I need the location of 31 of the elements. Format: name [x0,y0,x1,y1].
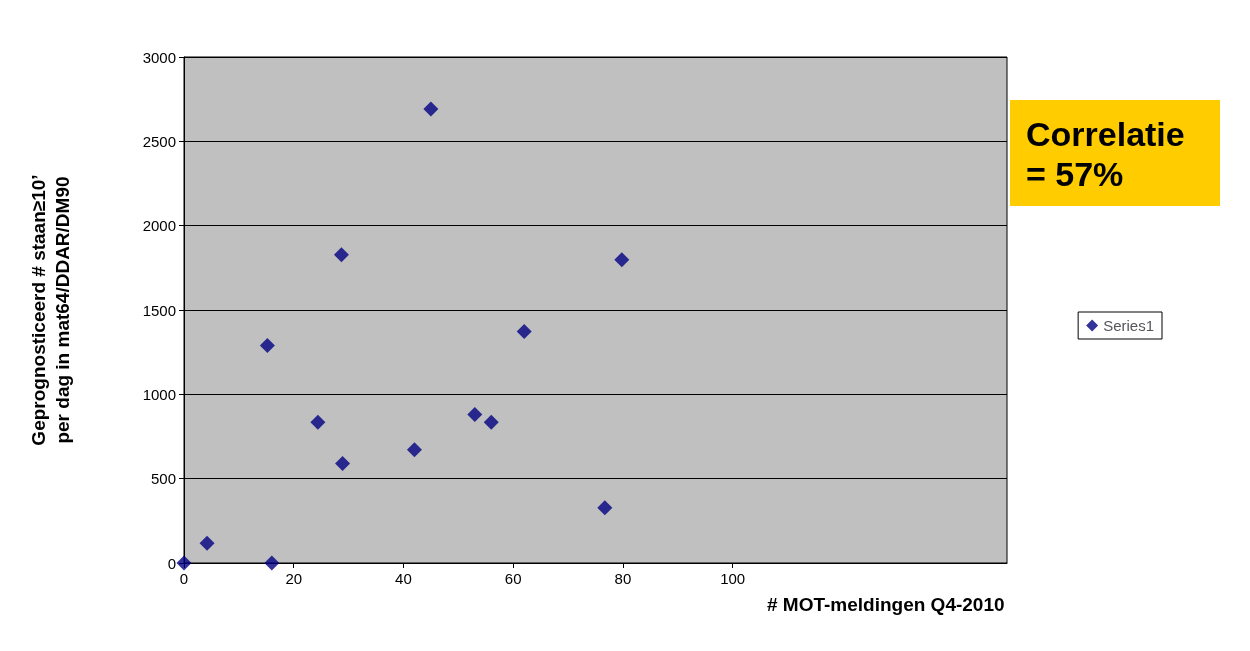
x-tick-label: 80 [614,570,632,587]
point [423,101,439,117]
point [406,442,422,458]
y-axis-title: Geprognosticeerd # staan≥10’ per dag in mat64/DDAR/DM90 [27,174,73,446]
point [483,414,499,430]
x-tick-label: 60 [504,570,522,587]
point [516,324,532,340]
y-tick-label: 1000 [142,385,176,403]
point [259,337,275,353]
x-tick-label: 40 [395,570,412,587]
point [264,555,280,571]
point [335,455,351,471]
x-tick-label: 100 [720,570,746,587]
y-tick-label: 2000 [142,217,176,235]
point [199,535,215,551]
text: Correlatie = 57% [1026,115,1185,193]
point [614,252,630,268]
y-tick-label: 0 [167,554,176,572]
legend-label: Series1 [1103,317,1154,334]
point [597,500,613,516]
point [333,247,349,263]
point [310,414,326,430]
x-tick-label: 20 [285,570,303,587]
y-tick-label: 2500 [142,132,176,150]
point [467,406,483,422]
y-tick-label: 500 [150,470,176,488]
y-tick-label: 1500 [142,301,176,319]
y-tick-label: 3000 [142,48,176,66]
point [176,555,192,571]
x-axis-title: # MOT-meldingen Q4-2010 [767,594,1005,615]
x-tick-label: 0 [179,570,189,587]
